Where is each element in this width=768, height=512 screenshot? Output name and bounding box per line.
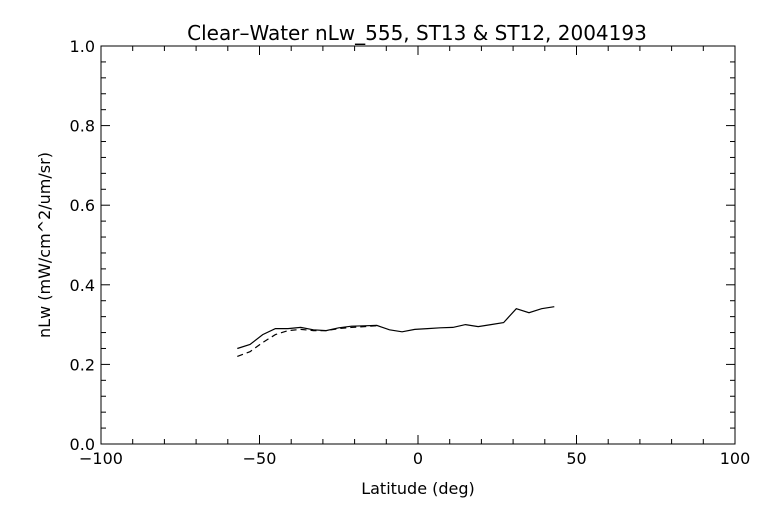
y-tick-label: 1.0 [70, 37, 95, 56]
y-tick-label: 0.8 [70, 117, 95, 136]
x-tick-label: 100 [720, 449, 751, 468]
y-axis: 0.0 0.2 0.4 0.6 0.8 1.0 [70, 37, 735, 454]
x-tick-label: −50 [243, 449, 277, 468]
x-tick-label: 0 [413, 449, 423, 468]
plot-frame [100, 45, 736, 445]
chart-title: Clear–Water nLw_555, ST13 & ST12, 200419… [187, 21, 647, 45]
x-axis-label: Latitude (deg) [361, 479, 475, 498]
y-tick-label: 0.6 [70, 196, 95, 215]
y-tick-label: 0.4 [70, 276, 95, 295]
y-tick-label: 0.0 [70, 435, 95, 454]
x-tick-label: −100 [79, 449, 123, 468]
x-axis: −100 −50 0 50 100 [79, 46, 750, 468]
series-line-dashed [237, 325, 377, 357]
y-tick-label: 0.2 [70, 355, 95, 374]
x-tick-label: 50 [566, 449, 586, 468]
series-layer [237, 306, 555, 357]
y-axis-label: nLw (mW/cm^2/um/sr) [35, 152, 54, 338]
series-line-solid [237, 306, 555, 350]
